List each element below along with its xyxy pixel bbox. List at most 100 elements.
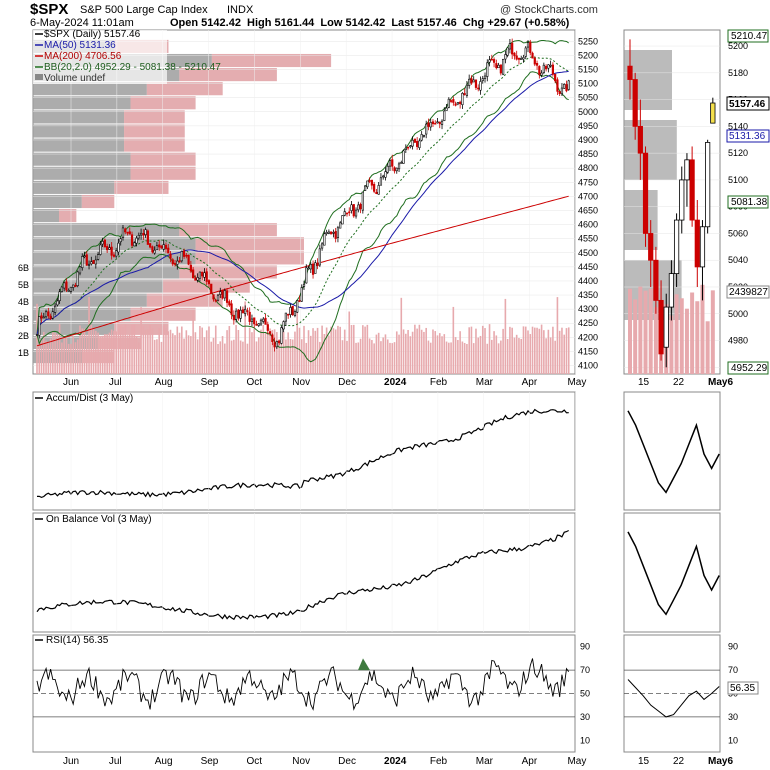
vbp-up-bar bbox=[33, 223, 180, 237]
candle-body bbox=[72, 284, 75, 288]
volume-bar bbox=[337, 325, 339, 374]
volume-bar bbox=[524, 326, 527, 374]
volume-bar bbox=[147, 329, 149, 374]
obv-label: On Balance Vol (3 May) bbox=[46, 514, 152, 525]
volume-bar bbox=[346, 340, 348, 374]
vbp-up-bar bbox=[33, 82, 147, 96]
symbol-name: S&P 500 Large Cap Index bbox=[80, 4, 208, 16]
volume-bar bbox=[552, 326, 554, 374]
volume-bar bbox=[486, 343, 489, 374]
candle-body bbox=[445, 107, 448, 111]
volume-bar bbox=[212, 337, 215, 374]
volume-bar bbox=[63, 335, 65, 374]
candle-body bbox=[171, 259, 174, 265]
volume-bar bbox=[192, 310, 194, 374]
volume-bar bbox=[239, 340, 242, 374]
zoom-candle-body bbox=[679, 179, 685, 221]
candle-body bbox=[418, 140, 421, 149]
volume-bar bbox=[115, 331, 117, 374]
candle-body bbox=[560, 87, 564, 95]
rsi-label: RSI(14) 56.35 bbox=[46, 635, 109, 646]
zoom-candle-body bbox=[689, 159, 695, 221]
volume-bar bbox=[436, 335, 439, 374]
candle-body bbox=[463, 93, 466, 95]
candle-body bbox=[545, 65, 548, 70]
zoom-volume-bar bbox=[648, 288, 653, 374]
watermark: @ StockCharts.com bbox=[500, 4, 598, 16]
volume-bar bbox=[359, 338, 362, 374]
candle-body bbox=[173, 263, 177, 265]
volume-bar bbox=[511, 327, 513, 374]
volume-bar bbox=[328, 335, 330, 374]
volume-bar bbox=[106, 334, 108, 374]
ad-label: Accum/Dist (3 May) bbox=[46, 393, 133, 404]
volume-bar bbox=[561, 327, 563, 374]
candle-body bbox=[323, 233, 326, 246]
volume-bar bbox=[165, 327, 167, 374]
candle-body bbox=[359, 204, 362, 210]
candle-body bbox=[201, 271, 204, 277]
volume-bar bbox=[398, 334, 400, 374]
candle-body bbox=[373, 183, 376, 192]
volume-bar bbox=[567, 327, 570, 374]
zoom-y-tick: 5180 bbox=[728, 68, 748, 78]
legend-volume: Volume undef bbox=[44, 73, 105, 84]
candle-body bbox=[160, 245, 163, 249]
candle-body bbox=[416, 141, 419, 147]
zoom-x-tick: May6 bbox=[708, 377, 733, 388]
candle-body bbox=[513, 52, 516, 57]
zoom-candle-body bbox=[637, 125, 643, 154]
volume-bar bbox=[88, 296, 90, 374]
candle-body bbox=[511, 43, 514, 55]
candle-body bbox=[529, 41, 532, 54]
volume-bar bbox=[178, 332, 181, 374]
candle-body bbox=[96, 254, 100, 260]
volume-bar bbox=[352, 324, 355, 374]
vbp-up-bar bbox=[33, 307, 131, 321]
candle-body bbox=[264, 317, 267, 325]
volume-bar bbox=[65, 337, 68, 374]
candle-body bbox=[135, 237, 138, 244]
volume-bar bbox=[348, 311, 351, 374]
volume-bar bbox=[362, 325, 364, 374]
main-y-tick: 5250 bbox=[578, 36, 598, 46]
zoom-panel: 4960498050005020504050605080510051205140… bbox=[623, 29, 748, 388]
rsi-zoom-x-tick: May6 bbox=[708, 756, 733, 767]
volume-bar bbox=[319, 341, 321, 374]
zoom-y-tick: 5100 bbox=[728, 175, 748, 185]
volume-bar bbox=[518, 338, 520, 374]
candle-body bbox=[262, 318, 265, 322]
volume-bar bbox=[500, 340, 502, 374]
volume-bar bbox=[540, 324, 543, 374]
candle-body bbox=[298, 300, 301, 302]
volume-bar bbox=[45, 340, 47, 374]
candle-body bbox=[443, 110, 446, 121]
candle-body bbox=[83, 255, 86, 258]
candle-body bbox=[40, 315, 43, 319]
volume-bar bbox=[40, 339, 43, 374]
zoom-volume-bar bbox=[628, 288, 632, 374]
main-x-tick: 2024 bbox=[384, 377, 407, 388]
candle-body bbox=[187, 254, 190, 265]
header: $SPX S&P 500 Large Cap Index INDX @ Stoc… bbox=[30, 1, 770, 30]
volume-bar bbox=[153, 339, 156, 374]
candle-body bbox=[35, 334, 39, 336]
candle-body bbox=[235, 310, 238, 320]
rsi-line bbox=[36, 658, 570, 711]
zoom-volume-bar bbox=[684, 308, 689, 374]
volume-bar bbox=[400, 297, 403, 374]
volume-bar bbox=[506, 339, 509, 374]
candle-body bbox=[490, 58, 493, 61]
volume-bar bbox=[124, 324, 127, 374]
candle-body bbox=[164, 244, 168, 249]
main-x-tick: Feb bbox=[430, 377, 448, 388]
candle-body bbox=[535, 63, 539, 66]
candle-body bbox=[461, 92, 464, 106]
candle-body bbox=[354, 209, 358, 217]
candle-body bbox=[87, 263, 91, 266]
volume-bar bbox=[287, 332, 289, 374]
legend-bb: BB(20,2.0) 4952.29 - 5081.38 - 5210.47 bbox=[44, 62, 221, 73]
zoom-y-tick: 5200 bbox=[728, 41, 748, 51]
volume-bar bbox=[448, 342, 450, 374]
date: 6-May-2024 11:01am bbox=[30, 17, 134, 29]
